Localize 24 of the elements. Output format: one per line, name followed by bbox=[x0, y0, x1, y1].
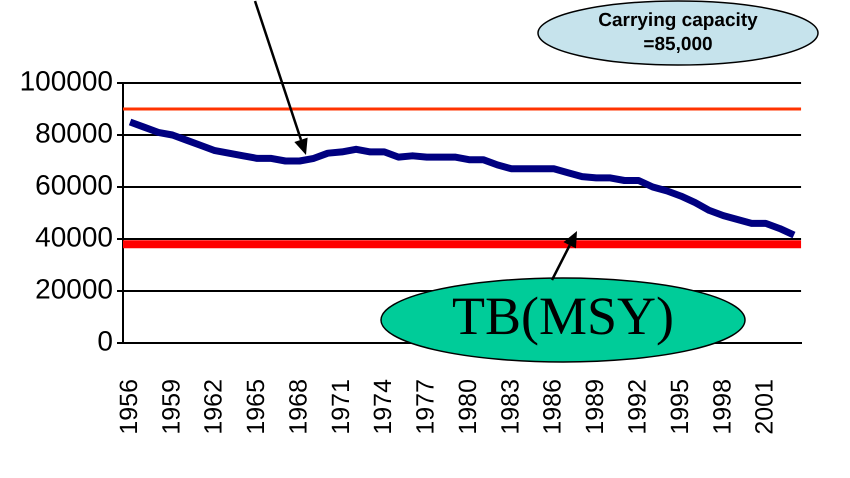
x-tick-label: 1989 bbox=[581, 379, 610, 435]
x-tick-label: 1995 bbox=[666, 379, 694, 435]
text: Carrying capacity =85,000 bbox=[598, 10, 758, 56]
x-tick-label: 1992 bbox=[624, 379, 652, 435]
x-tick-label: 1977 bbox=[412, 379, 440, 435]
x-tick-label: 1974 bbox=[369, 378, 398, 435]
x-tick-label: 1965 bbox=[242, 379, 270, 435]
y-tick-label: 60000 bbox=[35, 170, 113, 201]
ref-line-label: TB(MSY) bbox=[452, 286, 674, 346]
x-tick-label: 1959 bbox=[157, 379, 186, 435]
x-tick-label: 1968 bbox=[284, 379, 312, 435]
y-tick-label: 100000 bbox=[20, 66, 113, 97]
x-tick-label: 1956 bbox=[114, 379, 143, 435]
x-tick-label: 1983 bbox=[496, 379, 524, 435]
x-tick-label: 1971 bbox=[326, 379, 355, 435]
y-tick-label: 0 bbox=[97, 326, 113, 357]
x-tick-label: 1962 bbox=[200, 379, 228, 435]
y-tick-label: 40000 bbox=[35, 222, 113, 253]
y-tick-label: 80000 bbox=[35, 118, 113, 149]
x-tick-label: 1998 bbox=[708, 379, 736, 435]
x-tick-label: 2001 bbox=[750, 379, 779, 435]
x-tick-label: 1980 bbox=[454, 379, 482, 435]
y-tick-label: 20000 bbox=[35, 274, 113, 305]
x-tick-label: 1986 bbox=[538, 379, 567, 435]
